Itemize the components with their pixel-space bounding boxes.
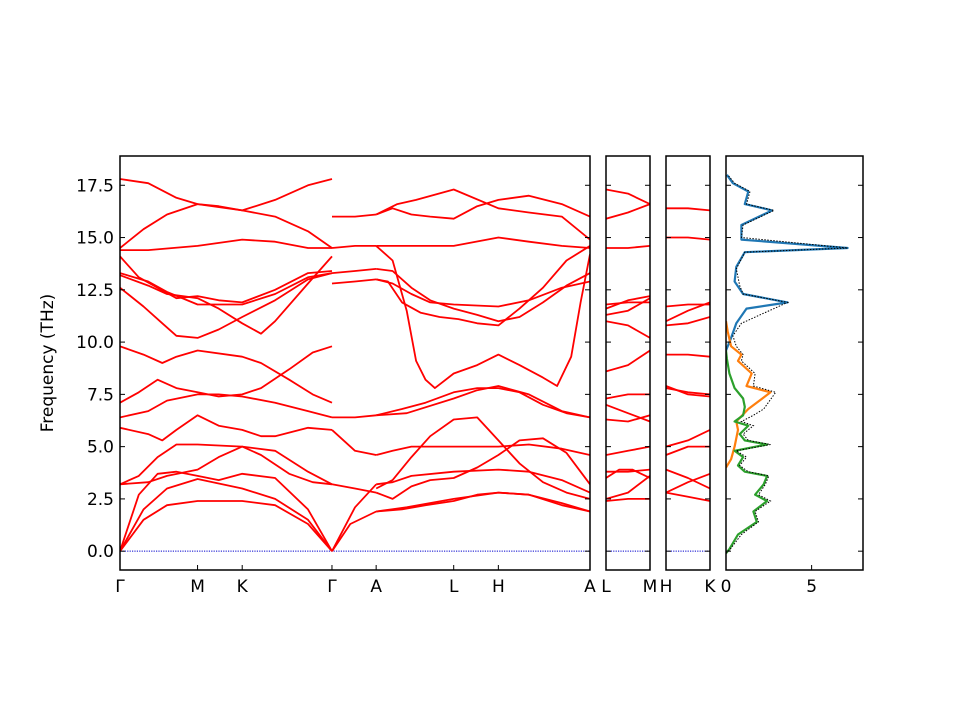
phonon-band — [331, 483, 377, 494]
phonon-band — [606, 403, 650, 423]
phonon-band — [375, 278, 590, 308]
phonon-band — [120, 500, 333, 552]
phonon-band — [375, 437, 590, 500]
phonon-band — [375, 443, 590, 456]
phonon-band — [666, 207, 710, 212]
phonon-band — [666, 491, 710, 502]
phonon-band — [666, 353, 710, 358]
y-tick-label: 0.0 — [87, 542, 114, 562]
band-panel-H-K — [666, 207, 710, 552]
phonon-band — [666, 445, 710, 456]
phonon-band — [376, 236, 590, 249]
phonon-band — [606, 245, 650, 249]
phonon-band — [120, 478, 333, 552]
high-symmetry-label: A — [584, 577, 596, 597]
phonon-band — [120, 470, 333, 552]
y-tick-label: 10.0 — [76, 333, 114, 353]
phonon-band — [606, 414, 650, 423]
band-panel-main — [120, 178, 590, 552]
phonon-band — [331, 510, 377, 552]
y-tick-label: 12.5 — [76, 281, 114, 301]
phonon-band — [666, 385, 710, 398]
phonon-band — [606, 203, 650, 220]
phonon-band — [331, 429, 377, 456]
phonon-band — [606, 445, 650, 456]
phonon-band — [375, 194, 590, 220]
phonon-band — [120, 445, 333, 486]
phonon-band — [666, 301, 710, 323]
high-symmetry-label: K — [704, 577, 716, 597]
high-symmetry-label: M — [190, 577, 205, 597]
phonon-band — [666, 472, 710, 494]
phonon-band — [375, 245, 590, 389]
phonon-band — [331, 278, 377, 285]
phonon-band — [376, 385, 590, 419]
high-symmetry-label: Γ — [115, 577, 125, 597]
high-symmetry-label: Γ — [327, 577, 337, 597]
high-symmetry-label: L — [601, 577, 611, 597]
phonon-band — [331, 245, 377, 249]
y-tick-label: 2.5 — [87, 490, 114, 510]
dos-x-tick-label: 5 — [806, 577, 817, 597]
phonon-band — [120, 272, 333, 339]
dos-x-tick-label: 0 — [721, 577, 732, 597]
phonon-band — [120, 255, 333, 304]
high-symmetry-label: H — [492, 577, 505, 597]
phonon-band — [606, 468, 650, 479]
phonon-band — [376, 245, 590, 327]
phonon-band — [606, 188, 650, 205]
panel-frame-L-M — [605, 155, 651, 571]
phonon-band — [376, 468, 590, 494]
phonon-band — [120, 393, 333, 419]
phonon-band — [375, 416, 590, 500]
y-axis-label: Frequency (THz) — [38, 294, 58, 433]
phonon-band — [376, 491, 590, 513]
high-symmetry-label: A — [370, 577, 382, 597]
phonon-band — [666, 316, 710, 327]
high-symmetry-label: M — [643, 577, 658, 597]
dos-projection-1 — [726, 321, 772, 469]
high-symmetry-label: K — [237, 577, 249, 597]
panel-frame-H-K — [665, 155, 711, 571]
y-tick-label: 15.0 — [76, 229, 114, 249]
phonon-band — [331, 268, 377, 274]
phonon-band — [606, 468, 650, 473]
phonon-band — [120, 443, 333, 486]
dos-frame — [725, 155, 864, 571]
phonon-band — [332, 213, 377, 218]
phonon-band — [120, 238, 332, 251]
phonon-band — [120, 178, 333, 212]
phonon-band — [332, 414, 377, 419]
phonon-band — [606, 393, 650, 400]
phonon-band — [666, 468, 710, 490]
dos-panel — [726, 174, 849, 554]
phonon-band — [376, 268, 590, 323]
phonon-band — [606, 295, 650, 310]
phonon-band — [606, 320, 650, 339]
phonon-band — [120, 345, 333, 404]
phonon-band — [606, 498, 650, 502]
phonon-band — [606, 349, 650, 373]
phonon-band — [375, 188, 590, 241]
phonon-band — [120, 255, 333, 335]
phonon-band — [120, 414, 333, 442]
y-tick-label: 7.5 — [87, 385, 114, 405]
phonon-band — [606, 475, 650, 500]
panel-frame-main — [119, 155, 591, 571]
y-tick-label: 5.0 — [87, 438, 114, 458]
phonon-band — [666, 236, 710, 241]
high-symmetry-label: H — [660, 577, 673, 597]
plot-panels: 0.02.55.07.510.012.515.017.5Γ M K Γ A L H A L M H K… — [76, 155, 864, 597]
phonon-band — [120, 345, 333, 404]
y-tick-label: 17.5 — [76, 176, 114, 196]
phonon-band — [666, 429, 710, 448]
phonon-band — [606, 301, 650, 306]
dos-total — [726, 174, 848, 554]
dos-projection-2 — [726, 350, 769, 554]
high-symmetry-label: L — [449, 577, 459, 597]
band-panel-L-M — [606, 188, 650, 552]
